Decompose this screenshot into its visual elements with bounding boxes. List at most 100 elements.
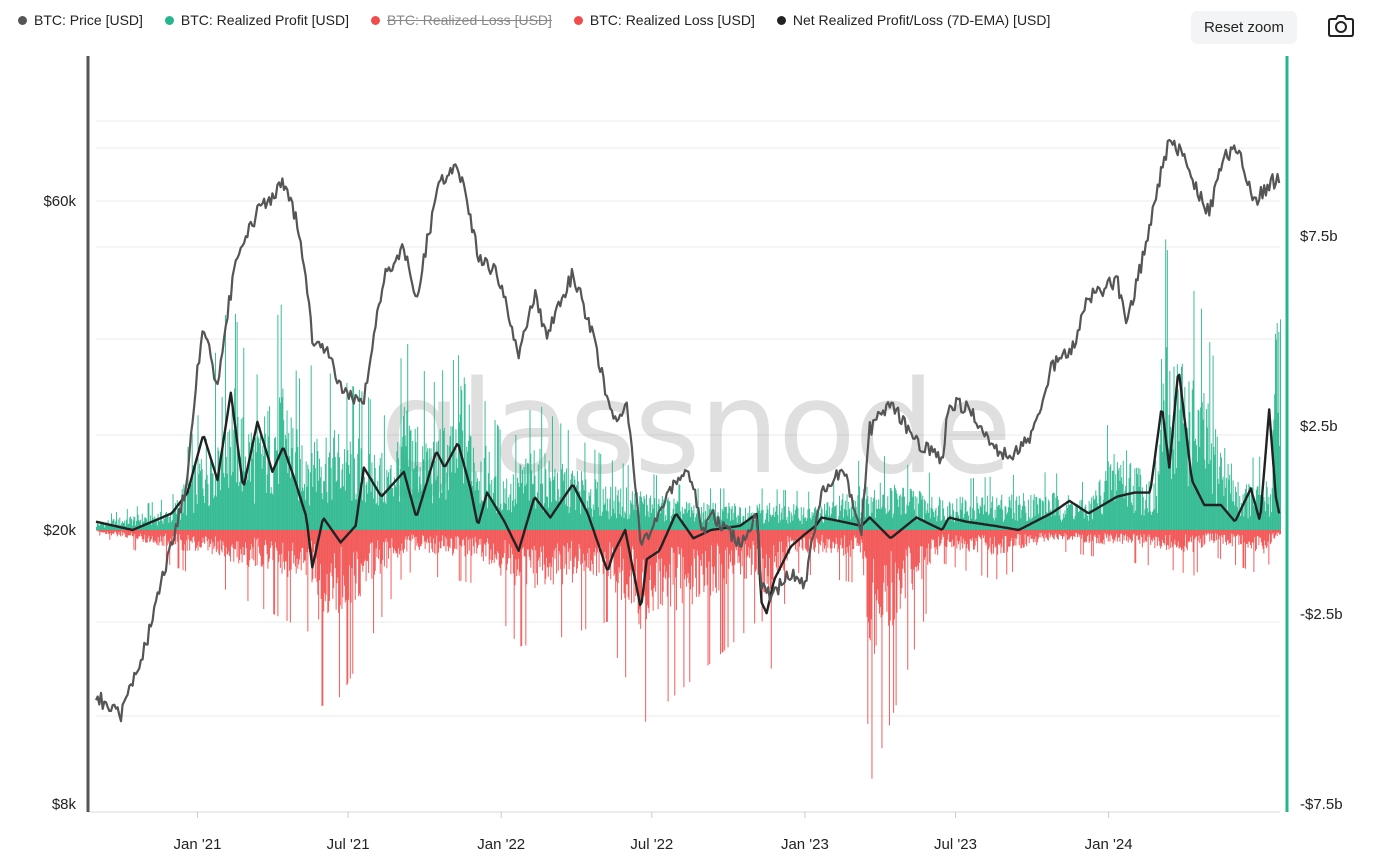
realized-loss-bar — [364, 530, 366, 560]
realized-profit-bar — [264, 433, 266, 530]
realized-loss-bar — [217, 530, 219, 542]
realized-profit-bar — [595, 479, 597, 530]
realized-loss-bar — [589, 530, 591, 571]
realized-profit-bar — [1260, 505, 1262, 530]
realized-loss-bar — [1197, 530, 1199, 542]
realized-profit-bar — [780, 512, 782, 530]
realized-loss-bar — [1230, 530, 1232, 544]
realized-profit-bar — [346, 382, 348, 530]
realized-profit-bar — [904, 514, 906, 530]
realized-profit-bar — [441, 492, 443, 530]
realized-profit-bar — [155, 518, 157, 530]
realized-loss-bar — [618, 530, 620, 568]
realized-profit-bar — [442, 430, 444, 530]
realized-loss-bar — [1220, 530, 1222, 535]
realized-loss-bar — [907, 530, 909, 670]
realized-loss-bar — [1163, 530, 1165, 544]
realized-loss-bar — [827, 530, 829, 548]
realized-loss-bar — [710, 530, 712, 546]
realized-profit-bar — [472, 485, 474, 530]
realized-profit-bar — [300, 491, 302, 530]
realized-loss-bar — [1277, 530, 1279, 533]
realized-loss-bar — [658, 530, 660, 559]
realized-profit-bar — [276, 450, 278, 530]
legend-item[interactable]: BTC: Realized Loss [USD] — [573, 12, 755, 28]
realized-profit-bar — [462, 430, 464, 530]
camera-icon[interactable] — [1328, 14, 1354, 38]
realized-loss-bar — [1185, 530, 1187, 548]
realized-loss-bar — [949, 530, 951, 543]
realized-loss-bar — [504, 530, 506, 540]
realized-loss-bar — [755, 530, 757, 570]
realized-loss-bar — [985, 530, 987, 546]
realized-loss-bar — [102, 530, 104, 533]
realized-loss-bar — [497, 530, 499, 552]
realized-profit-bar — [832, 502, 834, 530]
realized-loss-bar — [1162, 530, 1164, 543]
realized-profit-bar — [230, 475, 232, 530]
realized-loss-bar — [338, 530, 340, 698]
realized-loss-bar — [675, 530, 677, 578]
legend-item[interactable]: BTC: Realized Profit [USD] — [164, 12, 349, 28]
realized-loss-bar — [244, 530, 246, 543]
realized-loss-bar — [1204, 530, 1206, 544]
reset-zoom-button[interactable]: Reset zoom — [1191, 11, 1297, 44]
realized-loss-bar — [251, 530, 253, 559]
legend-item[interactable]: BTC: Price [USD] — [18, 12, 143, 28]
realized-profit-bar — [806, 518, 808, 530]
realized-profit-bar — [1074, 515, 1076, 530]
realized-profit-bar — [326, 491, 328, 530]
realized-profit-bar — [1002, 521, 1004, 530]
realized-loss-bar — [930, 530, 932, 549]
realized-loss-bar — [1245, 530, 1247, 544]
realized-profit-bar — [329, 373, 331, 530]
realized-loss-bar — [190, 530, 192, 542]
realized-profit-bar — [431, 483, 433, 530]
realized-loss-bar — [943, 530, 945, 537]
realized-loss-bar — [939, 530, 941, 546]
realized-loss-bar — [709, 530, 711, 664]
realized-loss-bar — [363, 530, 365, 562]
realized-loss-bar — [750, 530, 752, 576]
realized-profit-bar — [117, 519, 119, 530]
realized-profit-bar — [867, 496, 869, 530]
realized-profit-bar — [1033, 494, 1035, 530]
realized-loss-bar — [411, 530, 413, 535]
realized-profit-bar — [198, 474, 200, 530]
realized-profit-bar — [370, 491, 372, 530]
x-tick-label: Jan '21 — [174, 836, 222, 853]
realized-profit-bar — [779, 503, 781, 530]
realized-profit-bar — [1152, 510, 1154, 530]
realized-profit-bar — [927, 503, 929, 530]
realized-profit-bar — [640, 497, 642, 530]
realized-loss-bar — [987, 530, 989, 550]
realized-loss-bar — [526, 530, 528, 550]
realized-profit-bar — [452, 426, 454, 530]
realized-loss-bar — [165, 530, 167, 534]
legend-item[interactable]: BTC: Realized Loss [USD] — [370, 12, 552, 28]
realized-loss-bar — [494, 530, 496, 555]
realized-profit-bar — [156, 525, 158, 530]
realized-profit-bar — [412, 440, 414, 530]
legend-item[interactable]: Net Realized Profit/Loss (7D-EMA) [USD] — [776, 12, 1050, 28]
realized-loss-bar — [591, 530, 593, 561]
realized-loss-bar — [358, 530, 360, 597]
realized-profit-bar — [1265, 481, 1267, 530]
realized-loss-bar — [909, 530, 911, 553]
realized-loss-bar — [106, 530, 108, 532]
realized-profit-bar — [102, 523, 104, 530]
realized-profit-bar — [1214, 454, 1216, 530]
realized-loss-bar — [1069, 530, 1071, 538]
realized-loss-bar — [1057, 530, 1059, 540]
realized-profit-bar — [695, 513, 697, 530]
realized-profit-bar — [233, 430, 235, 530]
realized-loss-bar — [549, 530, 551, 564]
realized-profit-bar — [200, 470, 202, 530]
realized-loss-bar — [1185, 530, 1187, 535]
realized-profit-bar — [1177, 389, 1179, 530]
realized-profit-bar — [186, 488, 188, 530]
realized-loss-bar — [721, 530, 723, 653]
realized-loss-bar — [1100, 530, 1102, 543]
realized-loss-bar — [375, 530, 377, 549]
